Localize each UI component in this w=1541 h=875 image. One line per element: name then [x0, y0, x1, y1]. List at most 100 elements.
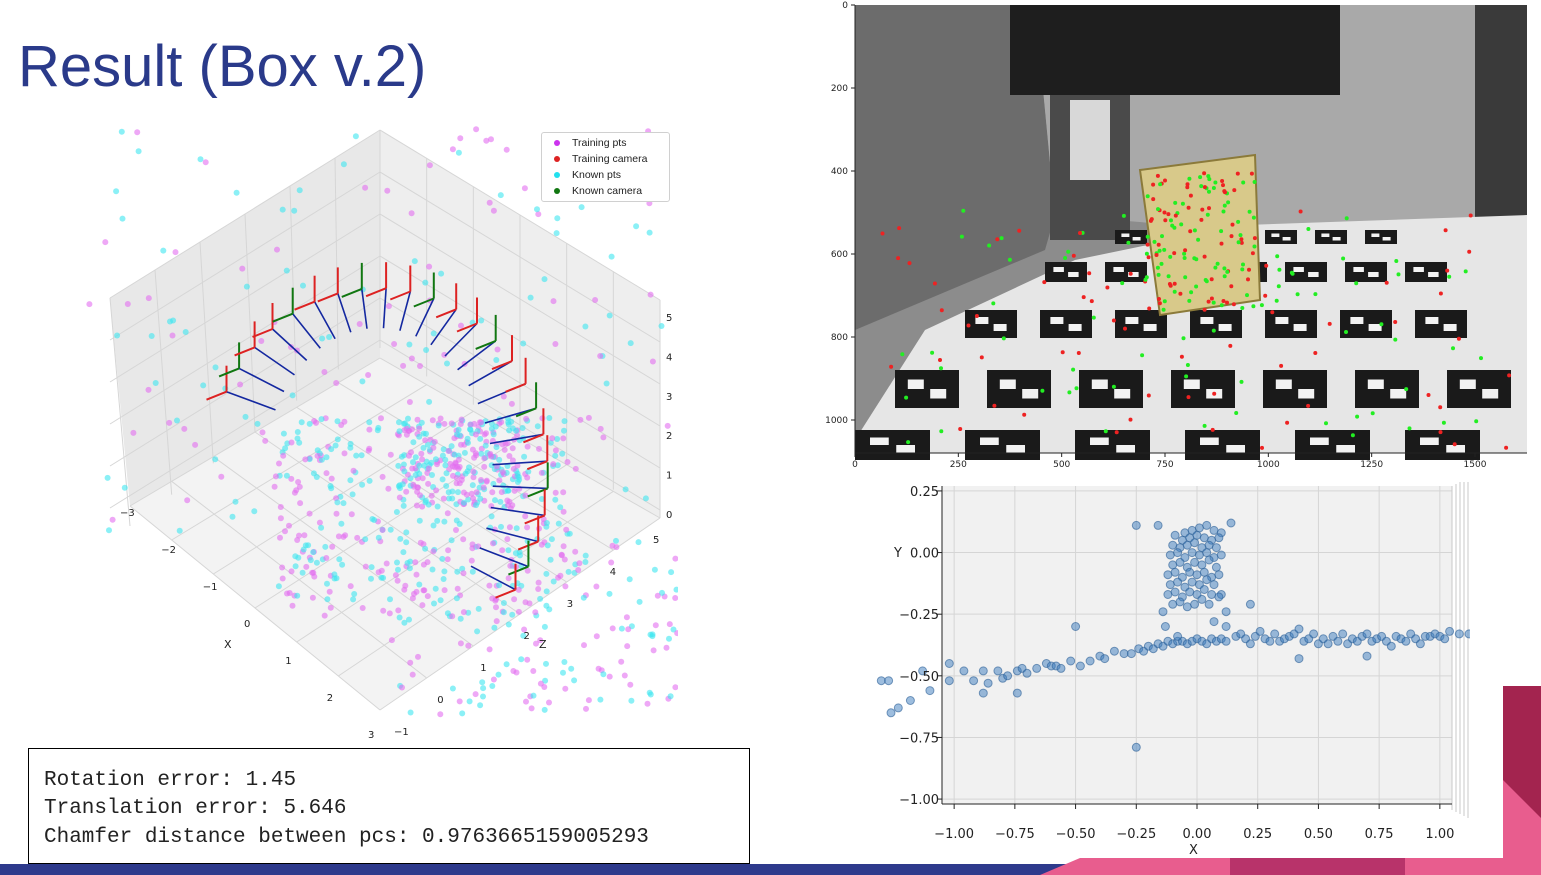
keypoint	[1370, 411, 1375, 416]
point-3d	[316, 519, 323, 526]
point-3d	[460, 489, 467, 496]
point-2d	[1323, 639, 1333, 649]
point-3d	[419, 456, 426, 463]
marker	[965, 430, 1040, 460]
point-3d	[379, 527, 386, 533]
x-tick-2d: −1.00	[934, 827, 974, 842]
keypoint	[1219, 303, 1224, 308]
point-3d	[233, 189, 240, 196]
point-3d	[445, 448, 452, 454]
cameras-3d	[206, 262, 549, 599]
point-3d	[176, 527, 183, 534]
point-3d	[318, 524, 325, 531]
point-3d	[504, 536, 511, 543]
point-3d	[603, 380, 610, 387]
point-3d	[486, 582, 493, 589]
image-y-tick: 1000	[825, 416, 848, 426]
point-3d	[283, 472, 290, 479]
point-3d	[439, 476, 446, 483]
point-3d	[145, 386, 152, 393]
point-3d	[511, 487, 518, 494]
keypoint	[1313, 351, 1318, 355]
point-2d	[1190, 599, 1200, 609]
keypoint	[1146, 393, 1151, 398]
monitor	[1010, 5, 1340, 95]
point-3d	[652, 622, 659, 629]
point-3d	[606, 590, 613, 597]
point-3d	[493, 357, 500, 363]
keypoint	[1507, 373, 1512, 378]
point-3d	[549, 435, 556, 442]
keypoint	[1285, 420, 1290, 425]
camera-axis	[495, 588, 516, 599]
point-3d	[460, 499, 467, 506]
point-2d	[1270, 629, 1280, 639]
point-3d	[441, 351, 448, 358]
keypoint	[1166, 274, 1171, 279]
point-3d	[461, 449, 468, 456]
camera-ray	[430, 308, 457, 346]
point-3d	[444, 360, 450, 367]
keypoint	[1229, 284, 1234, 289]
point-3d	[593, 633, 600, 640]
point-3d	[418, 419, 425, 426]
point-2d	[969, 676, 979, 686]
keypoint	[1239, 240, 1244, 245]
point-3d	[412, 472, 419, 479]
keypoint	[1239, 379, 1244, 384]
keypoint	[1207, 206, 1211, 211]
point-3d	[504, 502, 511, 509]
keypoint	[1147, 306, 1152, 311]
image-y-tick: 600	[831, 250, 848, 260]
point-3d	[403, 425, 410, 432]
keypoint	[1156, 242, 1161, 247]
point-2d	[1199, 585, 1209, 594]
point-3d	[332, 442, 339, 449]
keypoint	[987, 243, 992, 248]
point-3d	[318, 416, 325, 423]
legend-label: Known pts	[572, 169, 622, 181]
point-2d	[918, 666, 928, 676]
keypoint	[1236, 240, 1241, 245]
point-3d	[481, 463, 488, 470]
point-3d	[167, 318, 173, 325]
point-2d	[1192, 570, 1202, 580]
point-3d	[408, 355, 415, 362]
point-3d	[554, 436, 561, 442]
keypoint	[1156, 272, 1161, 277]
point-3d	[181, 425, 188, 432]
keypoint	[1007, 257, 1012, 262]
point-3d	[403, 488, 410, 495]
image-y-tick: 800	[831, 333, 848, 343]
point-3d	[439, 452, 446, 459]
point-3d	[473, 502, 479, 509]
keypoint	[1230, 222, 1235, 227]
point-3d	[324, 580, 330, 587]
point-3d	[513, 427, 520, 434]
point-3d	[498, 419, 505, 426]
point-3d	[505, 575, 512, 582]
keypoint	[1155, 265, 1160, 270]
point-2d	[1194, 550, 1204, 560]
point-3d	[490, 676, 497, 683]
camera-ray	[271, 328, 308, 361]
point-3d	[423, 458, 430, 465]
point-3d	[449, 488, 456, 495]
y-tick-2d: −0.75	[899, 731, 939, 746]
point-2d	[1153, 520, 1163, 530]
point-3d	[414, 484, 421, 491]
point-3d	[457, 421, 464, 427]
point-3d	[394, 577, 401, 584]
marker	[1355, 370, 1419, 408]
point-3d	[466, 698, 473, 705]
point-3d	[424, 593, 431, 600]
marker	[987, 370, 1051, 408]
keypoint	[1151, 197, 1156, 202]
point-3d	[341, 450, 348, 457]
point-2d	[1192, 530, 1202, 540]
keypoint	[1187, 176, 1192, 181]
camera-ray	[292, 313, 321, 349]
point-3d	[243, 283, 250, 290]
point-3d	[576, 560, 583, 567]
keypoint	[1123, 326, 1127, 331]
